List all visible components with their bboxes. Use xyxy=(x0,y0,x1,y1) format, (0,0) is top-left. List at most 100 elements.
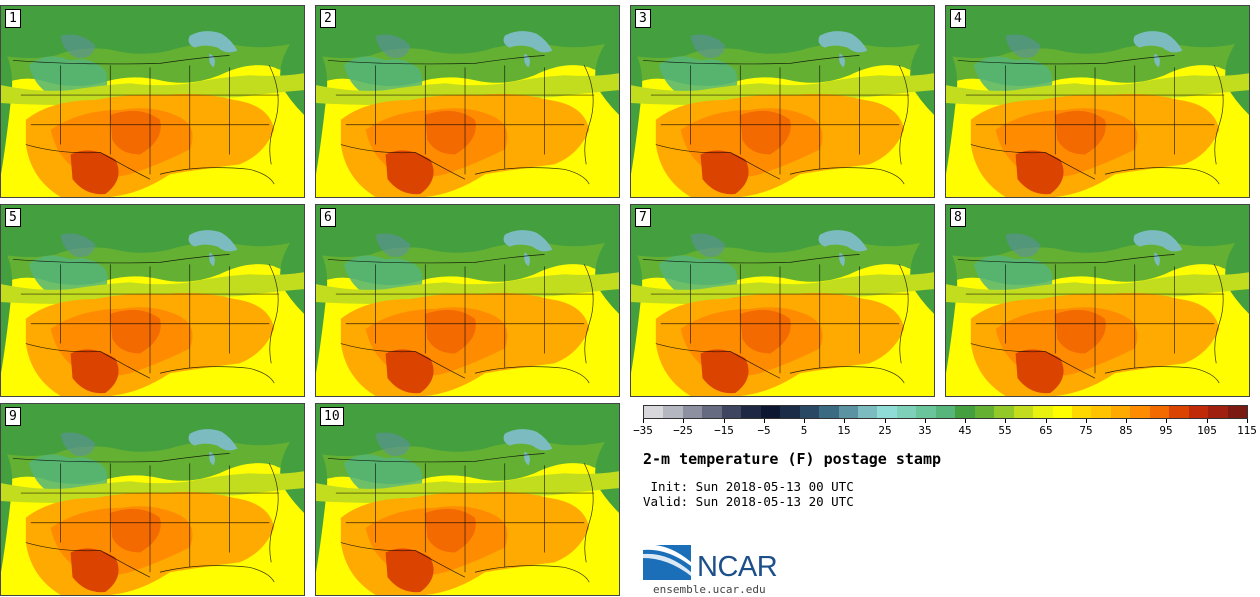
map-panel-member-1: 1 xyxy=(0,5,305,198)
temperature-map xyxy=(1,404,304,595)
colorbar-segment xyxy=(721,406,742,418)
map-panel-member-8: 8 xyxy=(945,204,1250,397)
member-label: 1 xyxy=(5,9,21,28)
colorbar-tick-label: 55 xyxy=(998,424,1012,437)
colorbar-segment xyxy=(1208,406,1228,418)
temperature-map xyxy=(316,205,619,396)
temperature-map xyxy=(946,6,1249,197)
colorbar-segment xyxy=(838,406,858,418)
website-text: ensemble.ucar.edu xyxy=(653,583,766,596)
colorbar-tick xyxy=(683,419,684,423)
colorbar-segment xyxy=(896,406,917,418)
colorbar-segment xyxy=(760,406,781,418)
colorbar-segment xyxy=(819,406,839,418)
map-panel-member-2: 2 xyxy=(315,5,620,198)
colorbar-segment xyxy=(877,406,897,418)
member-label: 9 xyxy=(5,407,21,426)
colorbar-tick-label: −25 xyxy=(673,424,693,437)
colorbar-tick xyxy=(925,419,926,423)
colorbar-tick xyxy=(1247,419,1248,423)
colorbar-segment xyxy=(1091,406,1111,418)
temperature-map xyxy=(631,6,934,197)
colorbar-segment xyxy=(1052,406,1072,418)
colorbar-tick-label: 65 xyxy=(1039,424,1053,437)
member-label: 5 xyxy=(5,208,21,227)
colorbar-tick-label: −35 xyxy=(633,424,653,437)
ncar-logo-icon xyxy=(643,544,691,580)
map-panel-member-4: 4 xyxy=(945,5,1250,198)
colorbar-tick-label: 115 xyxy=(1237,424,1257,437)
map-panel-member-6: 6 xyxy=(315,204,620,397)
colorbar-tick xyxy=(1046,419,1047,423)
colorbar-tick-label: −5 xyxy=(757,424,771,437)
colorbar-segment xyxy=(1130,406,1150,418)
org-name: NCAR xyxy=(697,551,778,583)
colorbar-tick-label: −15 xyxy=(714,424,734,437)
temperature-map xyxy=(1,6,304,197)
colorbar-tick-label: 15 xyxy=(837,424,851,437)
member-label: 8 xyxy=(950,208,966,227)
colorbar-segment xyxy=(1227,406,1248,418)
colorbar-tick-label: 75 xyxy=(1079,424,1093,437)
colorbar-segment xyxy=(955,406,975,418)
temperature-map xyxy=(316,6,619,197)
colorbar-tick-label: 95 xyxy=(1159,424,1173,437)
member-label: 10 xyxy=(320,407,344,426)
colorbar-tick-label: 105 xyxy=(1197,424,1217,437)
colorbar-segment xyxy=(1013,406,1034,418)
colorbar-tick xyxy=(764,419,765,423)
colorbar-segment xyxy=(1169,406,1189,418)
colorbar-segment xyxy=(663,406,683,418)
temperature-map xyxy=(946,205,1249,396)
colorbar-segment xyxy=(994,406,1014,418)
colorbar-segment xyxy=(935,406,956,418)
colorbar-segment xyxy=(799,406,820,418)
colorbar-segment xyxy=(1149,406,1170,418)
map-panel-member-5: 5 xyxy=(0,204,305,397)
colorbar-tick-label: 35 xyxy=(918,424,932,437)
map-panel-member-10: 10 xyxy=(315,403,620,596)
colorbar-tick xyxy=(1207,419,1208,423)
member-label: 7 xyxy=(635,208,651,227)
colorbar-tick xyxy=(965,419,966,423)
colorbar-segment xyxy=(1071,406,1092,418)
colorbar-segment xyxy=(741,406,761,418)
colorbar-tick xyxy=(1126,419,1127,423)
colorbar xyxy=(643,405,1248,419)
colorbar-ticks: −35 −25 −15 −5 5 15 25 35 45 55 65 75 85 95 105 115 xyxy=(633,419,1257,439)
colorbar-segment xyxy=(974,406,995,418)
colorbar-tick xyxy=(1166,419,1167,423)
colorbar-segment xyxy=(1110,406,1131,418)
colorbar-tick xyxy=(844,419,845,423)
colorbar-segment xyxy=(857,406,878,418)
member-label: 6 xyxy=(320,208,336,227)
colorbar-tick-label: 5 xyxy=(800,424,808,437)
colorbar-tick xyxy=(724,419,725,423)
colorbar-segment xyxy=(1033,406,1053,418)
colorbar-segment xyxy=(702,406,722,418)
member-label: 2 xyxy=(320,9,336,28)
map-panel-member-7: 7 xyxy=(630,204,935,397)
member-label: 4 xyxy=(950,9,966,28)
colorbar-tick xyxy=(1086,419,1087,423)
colorbar-tick-label: 25 xyxy=(878,424,892,437)
colorbar-tick xyxy=(804,419,805,423)
colorbar-segment xyxy=(780,406,800,418)
colorbar-segment xyxy=(682,406,703,418)
colorbar-segment xyxy=(916,406,936,418)
map-panel-member-3: 3 xyxy=(630,5,935,198)
temperature-map xyxy=(631,205,934,396)
figure-title: 2-m temperature (F) postage stamp xyxy=(643,450,942,468)
init-time: Init: Sun 2018-05-13 00 UTC xyxy=(643,479,854,494)
colorbar-tick xyxy=(643,419,644,423)
colorbar-tick-label: 85 xyxy=(1119,424,1133,437)
colorbar-tick xyxy=(885,419,886,423)
map-panel-member-9: 9 xyxy=(0,403,305,596)
valid-time: Valid: Sun 2018-05-13 20 UTC xyxy=(643,494,854,509)
colorbar-segment xyxy=(1188,406,1209,418)
colorbar-tick xyxy=(1005,419,1006,423)
temperature-map xyxy=(316,404,619,595)
colorbar-tick-label: 45 xyxy=(958,424,972,437)
member-label: 3 xyxy=(635,9,651,28)
temperature-map xyxy=(1,205,304,396)
